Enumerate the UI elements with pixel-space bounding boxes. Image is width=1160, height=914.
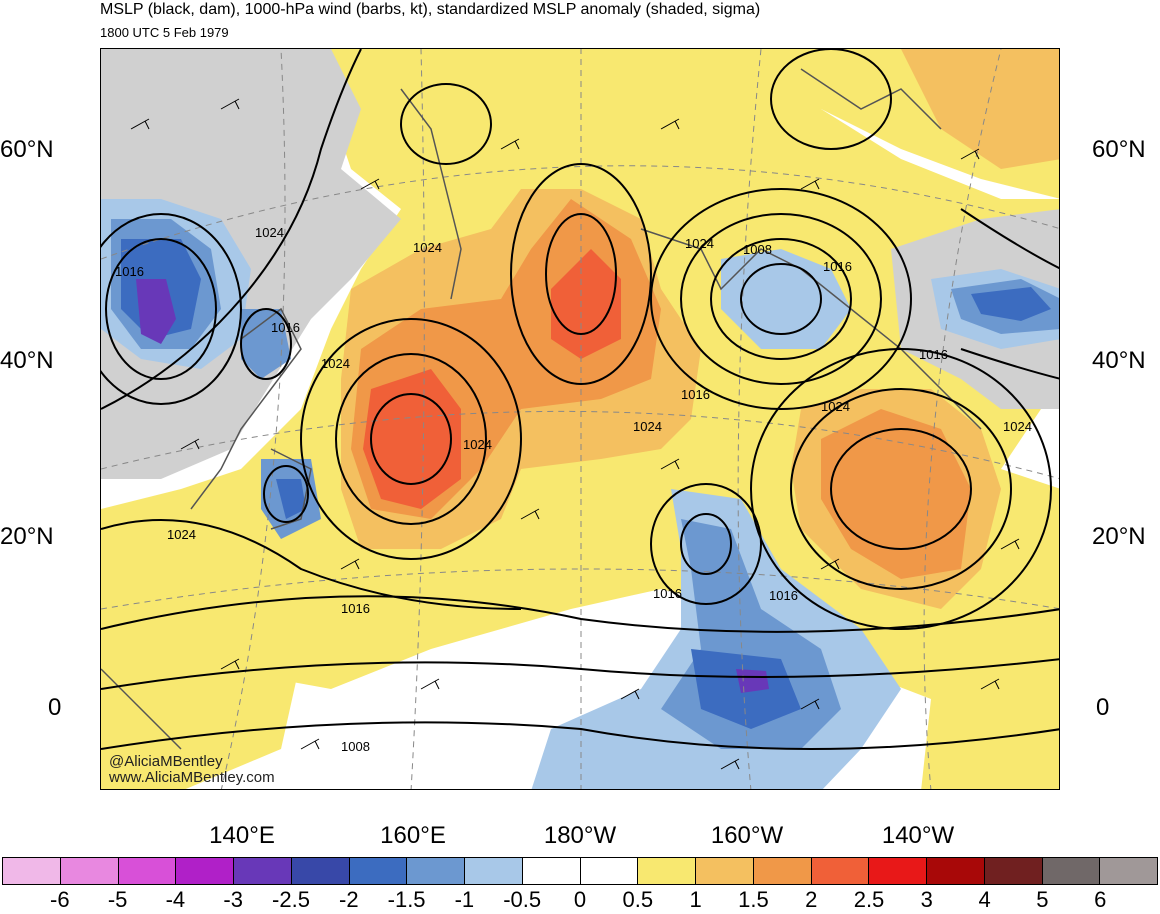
colorbar-swatch	[811, 858, 870, 884]
colorbar-tick-label: 1.5	[738, 887, 769, 912]
colorbar-swatch	[580, 858, 639, 884]
lat-label-right: 60°N	[1092, 136, 1146, 163]
colorbar-tick-label: 6	[1094, 887, 1107, 912]
colorbar-swatch	[465, 858, 523, 884]
lat-label-right: 40°N	[1092, 347, 1146, 374]
anomaly-1-northeast	[901, 49, 1059, 169]
colorbar-swatch	[753, 858, 812, 884]
isobar-label: 1024	[413, 240, 442, 255]
colorbar-swatch	[3, 858, 61, 884]
colorbar-tick-label: -5	[107, 887, 128, 912]
colorbar-tick-label: -2	[339, 887, 359, 912]
lat-label-left: 20°N	[0, 523, 54, 550]
isobar-label: 1016	[681, 387, 710, 402]
lon-label: 180°W	[543, 822, 617, 849]
colorbar-swatch	[407, 858, 465, 884]
isobar-label: 1024	[821, 399, 850, 414]
colorbar-swatch	[1100, 858, 1157, 884]
colorbar-swatch	[927, 858, 985, 884]
isobar-label: 1024	[1003, 419, 1032, 434]
isobar-label: 1016	[919, 347, 948, 362]
coastlines	[101, 68, 982, 750]
blue-tropical-4	[736, 669, 769, 693]
gray-northwest	[101, 49, 401, 479]
colorbar-tick-label: -6	[50, 887, 70, 912]
colorbar-tick-label: 0	[573, 887, 587, 912]
isobar-label: 1016	[769, 588, 798, 603]
colorbar-tick-label: 2	[805, 887, 818, 912]
lat-label-left: 0	[48, 694, 62, 721]
map-canvas: 1024 1016 1024 1024 1016 1024 1024 1024 …	[101, 49, 1059, 789]
colorbar-swatch	[291, 858, 350, 884]
lon-label: 160°E	[380, 822, 446, 849]
weather-map: 1024 1016 1024 1024 1016 1024 1024 1024 …	[100, 48, 1060, 790]
colorbar	[2, 857, 1158, 885]
graticule	[101, 49, 1059, 789]
isobar-label: 1024	[255, 225, 284, 240]
colorbar-tick-label: 1	[689, 887, 702, 912]
isobars	[101, 49, 1059, 750]
wind-barbs	[130, 98, 1020, 770]
lon-label: 160°W	[710, 822, 784, 849]
isobar-label: 1016	[823, 259, 852, 274]
isobar-label: 1024	[463, 437, 492, 452]
colorbar-swatch	[522, 858, 581, 884]
isobar-label: 1024	[321, 356, 350, 371]
credit-handle: @AliciaMBentley	[109, 753, 223, 770]
lat-label-right: 20°N	[1092, 523, 1146, 550]
colorbar-swatch	[234, 858, 292, 884]
colorbar-tick-label: 5	[1036, 887, 1049, 912]
colorbar-tick-label: 3	[920, 887, 933, 912]
isobar-label: 1016	[341, 601, 370, 616]
isobar-label: 1008	[341, 739, 370, 754]
isobar-label: 1016	[653, 586, 682, 601]
isobar-label: 1024	[633, 419, 662, 434]
blue-japan-s2	[276, 479, 306, 519]
blue-northwest-4	[136, 279, 176, 344]
colorbar-tick-label: -3	[223, 887, 243, 912]
chart-subtitle: 1800 UTC 5 Feb 1979	[100, 25, 229, 40]
anomaly-2-west	[363, 369, 461, 509]
lat-label-left: 60°N	[0, 136, 54, 163]
colorbar-swatch	[984, 858, 1043, 884]
colorbar-swatch	[696, 858, 754, 884]
lon-label: 140°E	[209, 822, 275, 849]
colorbar-tick-label: 2.5	[853, 887, 885, 912]
anomaly-2-center	[551, 249, 621, 359]
colorbar-swatch	[176, 858, 234, 884]
colorbar-tick-label: -4	[165, 887, 186, 912]
colorbar-swatch	[869, 858, 927, 884]
isobar-label: 1024	[167, 527, 196, 542]
colorbar-swatch	[349, 858, 408, 884]
colorbar-tick-label: 4	[978, 887, 991, 912]
lon-label: 140°W	[881, 822, 955, 849]
chart-title: MSLP (black, dam), 1000-hPa wind (barbs,…	[100, 1, 761, 18]
colorbar-swatch	[60, 858, 119, 884]
blue-japan-n	[241, 309, 291, 379]
positive-anomaly-yellow-sw	[101, 569, 301, 789]
isobar-label: 1016	[115, 264, 144, 279]
colorbar-tick-label: -1	[454, 887, 475, 912]
colorbar-tick-label: -2.5	[272, 887, 310, 912]
colorbar-tick-label: 0.5	[622, 887, 654, 912]
lat-label-right: 0	[1096, 694, 1110, 721]
lat-label-left: 40°N	[0, 347, 54, 374]
isobar-label: 1016	[271, 320, 300, 335]
isobar-label: 1024	[685, 236, 714, 251]
colorbar-swatch	[638, 858, 696, 884]
colorbar-tick-label: -1.5	[387, 887, 426, 912]
colorbar-swatch	[118, 858, 177, 884]
blue-east-3	[971, 287, 1051, 321]
colorbar-tick-label: -0.5	[503, 887, 542, 912]
isobar-label: 1008	[743, 242, 772, 257]
isobar-labels: 1024 1016 1024 1024 1016 1024 1024 1024 …	[115, 225, 1032, 754]
colorbar-swatch	[1042, 858, 1101, 884]
credit-website: www.AliciaMBentley.com	[109, 769, 275, 786]
